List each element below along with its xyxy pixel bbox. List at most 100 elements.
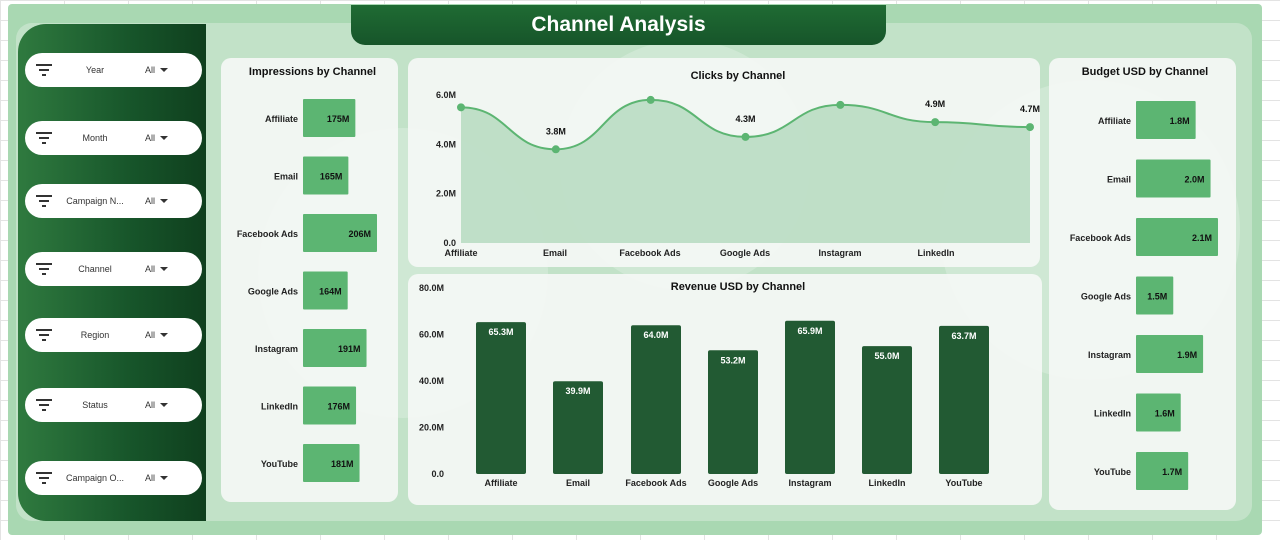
clicks-point — [836, 100, 845, 109]
budget-bar — [1136, 452, 1189, 490]
impressions-bar — [303, 329, 367, 367]
impressions-bar — [303, 156, 349, 195]
clicks-x-tick-label: Instagram — [818, 248, 861, 258]
chevron-down-icon[interactable] — [160, 333, 168, 337]
impressions-category-label: LinkedIn — [261, 402, 298, 412]
revenue-x-tick-label: Facebook Ads — [625, 478, 686, 488]
revenue-x-tick-label: Email — [566, 478, 590, 488]
chevron-down-icon[interactable] — [160, 199, 168, 203]
clicks-x-tick-label: LinkedIn — [917, 248, 954, 258]
filter-year[interactable]: Year All — [25, 53, 202, 87]
filter-value[interactable]: All — [145, 133, 156, 143]
impressions-bar — [303, 386, 357, 425]
filter-value[interactable]: All — [145, 65, 156, 75]
filter-campaign-o[interactable]: Campaign O... All — [25, 461, 202, 495]
impressions-category-label: Google Ads — [248, 287, 298, 297]
revenue-x-tick-label: Instagram — [788, 478, 831, 488]
budget-category-label: Affiliate — [1098, 116, 1131, 126]
impressions-category-label: Instagram — [255, 344, 298, 354]
budget-category-label: Email — [1107, 175, 1131, 185]
filter-icon — [36, 64, 52, 76]
filter-channel[interactable]: Channel All — [25, 252, 202, 286]
budget-category-label: YouTube — [1094, 467, 1131, 477]
budget-bar — [1136, 218, 1218, 256]
revenue-bar — [862, 346, 912, 474]
filter-month[interactable]: Month All — [25, 121, 202, 155]
revenue-x-tick-label: Google Ads — [708, 478, 758, 488]
clicks-data-label: 4.3M — [735, 114, 755, 124]
filter-region[interactable]: Region All — [25, 318, 202, 352]
impressions-data-label: 175M — [327, 114, 350, 124]
revenue-y-tick-label: 0.0 — [431, 469, 444, 479]
filter-value[interactable]: All — [145, 330, 156, 340]
impressions-data-label: 164M — [319, 287, 342, 297]
impressions-category-label: Facebook Ads — [237, 229, 298, 239]
revenue-y-tick-label: 40.0M — [419, 376, 444, 386]
clicks-point — [551, 145, 560, 154]
budget-data-label: 1.9M — [1177, 350, 1197, 360]
filter-campaign-n[interactable]: Campaign N... All — [25, 184, 202, 218]
impressions-data-label: 176M — [328, 402, 351, 412]
impressions-category-label: Affiliate — [265, 114, 298, 124]
impressions-data-label: 206M — [348, 229, 371, 239]
chevron-down-icon[interactable] — [160, 403, 168, 407]
chevron-down-icon[interactable] — [160, 267, 168, 271]
filter-icon — [36, 263, 52, 275]
clicks-x-tick-label: Google Ads — [720, 248, 770, 258]
budget-bar — [1136, 276, 1174, 315]
filter-value[interactable]: All — [145, 473, 156, 483]
revenue-y-tick-label: 80.0M — [419, 283, 444, 293]
budget-bar — [1136, 159, 1211, 198]
clicks-area — [461, 99, 1030, 243]
clicks-y-tick-label: 2.0M — [436, 189, 456, 199]
revenue-data-label: 53.2M — [720, 355, 745, 365]
budget-bar — [1136, 335, 1204, 373]
filter-value[interactable]: All — [145, 264, 156, 274]
budget-data-label: 2.1M — [1192, 233, 1212, 243]
impressions-data-label: 165M — [320, 172, 343, 182]
page-title: Channel Analysis — [531, 13, 706, 36]
clicks-y-tick-label: 0.0 — [443, 238, 456, 248]
clicks-x-tick-label: Email — [543, 248, 567, 258]
budget-data-label: 1.8M — [1170, 116, 1190, 126]
revenue-data-label: 55.0M — [874, 351, 899, 361]
clicks-data-label: 3.8M — [546, 126, 566, 136]
filter-value[interactable]: All — [145, 196, 156, 206]
budget-data-label: 1.7M — [1162, 467, 1182, 477]
revenue-data-label: 65.9M — [797, 326, 822, 336]
clicks-data-label: 4.7M — [1020, 104, 1040, 114]
revenue-data-label: 63.7M — [951, 331, 976, 341]
clicks-y-tick-label: 4.0M — [436, 139, 456, 149]
budget-data-label: 2.0M — [1185, 175, 1205, 185]
revenue-y-tick-label: 20.0M — [419, 423, 444, 433]
clicks-x-tick-label: Affiliate — [444, 248, 477, 258]
budget-category-label: LinkedIn — [1094, 409, 1131, 419]
filter-icon — [36, 195, 52, 207]
revenue-data-label: 65.3M — [488, 327, 513, 337]
budget-data-label: 1.5M — [1147, 292, 1167, 302]
filter-icon — [36, 472, 52, 484]
filter-status[interactable]: Status All — [25, 388, 202, 422]
budget-title: Budget USD by Channel — [1081, 66, 1209, 78]
revenue-bar — [785, 320, 835, 474]
impressions-bar — [303, 271, 348, 310]
chevron-down-icon[interactable] — [160, 476, 168, 480]
filter-value[interactable]: All — [145, 400, 156, 410]
impressions-bar — [303, 99, 356, 137]
clicks-y-tick-label: 6.0M — [436, 90, 456, 100]
revenue-bar — [553, 381, 603, 474]
budget-category-label: Facebook Ads — [1070, 233, 1131, 243]
filter-icon — [36, 329, 52, 341]
filter-icon — [36, 132, 52, 144]
budget-category-label: Instagram — [1088, 350, 1131, 360]
clicks-data-label: 4.9M — [925, 99, 945, 109]
revenue-bar — [939, 325, 989, 474]
revenue-bar — [708, 350, 758, 474]
chevron-down-icon[interactable] — [160, 136, 168, 140]
filter-label: Campaign O... — [65, 473, 125, 483]
revenue-data-label: 64.0M — [643, 330, 668, 340]
revenue-y-tick-label: 60.0M — [419, 330, 444, 340]
revenue-x-tick-label: LinkedIn — [868, 478, 905, 488]
chevron-down-icon[interactable] — [160, 68, 168, 72]
